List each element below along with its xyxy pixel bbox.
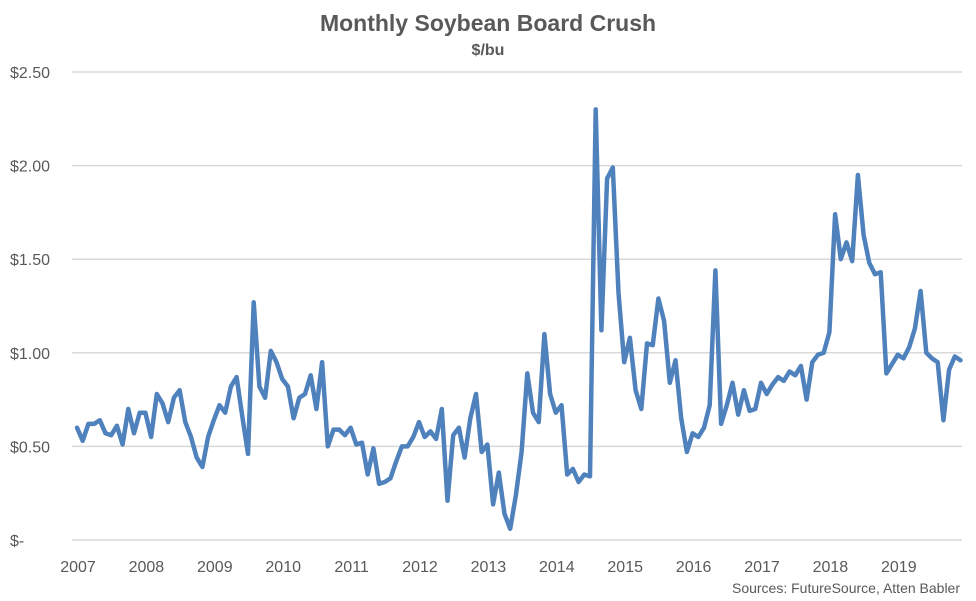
x-tick-label: 2009 bbox=[197, 559, 233, 576]
x-tick-label: 2017 bbox=[744, 559, 780, 576]
x-tick-label: 2018 bbox=[813, 559, 849, 576]
y-tick-label: $- bbox=[10, 533, 24, 550]
x-tick-label: 2012 bbox=[402, 559, 438, 576]
x-tick-label: 2011 bbox=[334, 559, 369, 576]
x-tick-label: 2010 bbox=[265, 559, 301, 576]
x-tick-label: 2008 bbox=[129, 559, 165, 576]
chart-title: Monthly Soybean Board Crush bbox=[319, 10, 657, 36]
x-tick-label: 2019 bbox=[881, 559, 917, 576]
y-tick-label: $1.00 bbox=[10, 346, 50, 363]
y-tick-label: $1.50 bbox=[10, 252, 50, 269]
chart-subtitle: $/bu bbox=[471, 42, 505, 59]
y-tick-label: $2.00 bbox=[10, 159, 50, 176]
x-tick-label: 2014 bbox=[539, 559, 575, 576]
series-line bbox=[74, 107, 963, 532]
x-tick-label: 2007 bbox=[60, 559, 96, 576]
x-tick-label: 2015 bbox=[607, 559, 643, 576]
y-tick-label: $0.50 bbox=[10, 439, 50, 456]
y-tick-label: $2.50 bbox=[10, 65, 50, 82]
source-note: Sources: FutureSource, Atten Babler bbox=[731, 580, 960, 596]
x-tick-label: 2016 bbox=[676, 559, 712, 576]
x-tick-label: 2013 bbox=[471, 559, 507, 576]
